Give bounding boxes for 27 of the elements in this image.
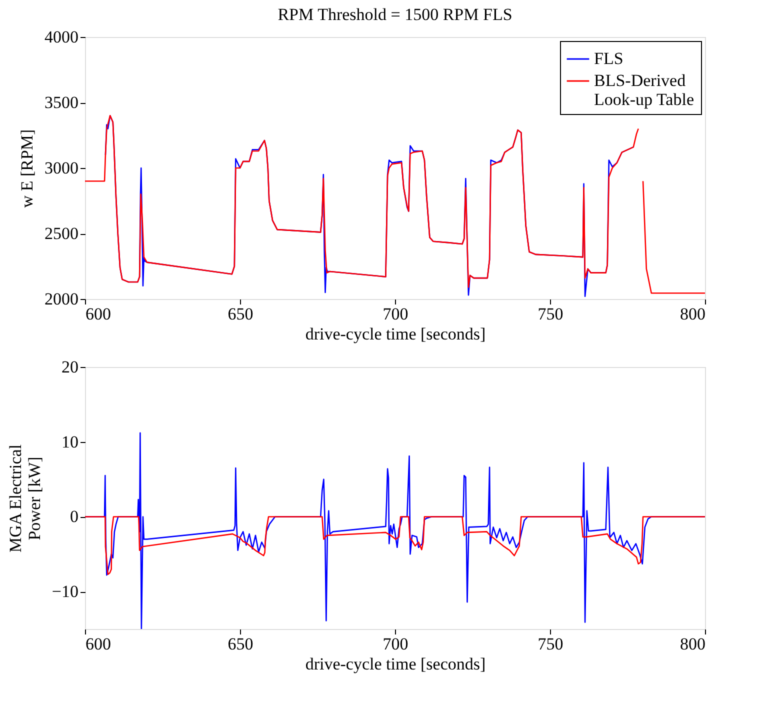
x-axis-title: drive-cycle time [seconds] (305, 324, 486, 344)
y-tick-label: 3000 (44, 158, 78, 178)
x-tick-label: 800 (680, 304, 706, 324)
y-tick-label: 4000 (44, 28, 78, 46)
x-tick-label: 750 (538, 634, 564, 654)
y-tick-label: −10 (52, 582, 78, 602)
line-series (85, 516, 705, 576)
legend-label: BLS-Derived Look-up Table (594, 71, 694, 109)
y-tick-label: 2500 (44, 224, 78, 243)
y-axis-title: w E [RPM] (18, 129, 36, 208)
chart-title: RPM Threshold = 1500 RPM FLS (278, 5, 512, 24)
x-tick-label: 800 (680, 634, 706, 654)
y-tick-label: 3500 (44, 93, 78, 112)
y-tick-label: 10 (62, 432, 78, 452)
x-tick-label: 650 (228, 634, 254, 654)
y-axis-title: MGA Electrical Power [kW] (6, 444, 44, 553)
x-tick-label: 700 (382, 634, 408, 654)
y-tick-label: 20 (62, 358, 78, 376)
legend-label: FLS (594, 49, 624, 68)
x-tick-label: 600 (86, 304, 111, 324)
x-tick-label: 750 (538, 304, 564, 324)
x-tick-label: 700 (382, 304, 408, 324)
x-tick-label: 650 (228, 304, 254, 324)
y-tick-label: 2000 (44, 290, 78, 308)
y-tick-label: 0 (70, 507, 78, 526)
x-axis-title: drive-cycle time [seconds] (305, 654, 486, 674)
x-tick-label: 600 (86, 634, 111, 654)
